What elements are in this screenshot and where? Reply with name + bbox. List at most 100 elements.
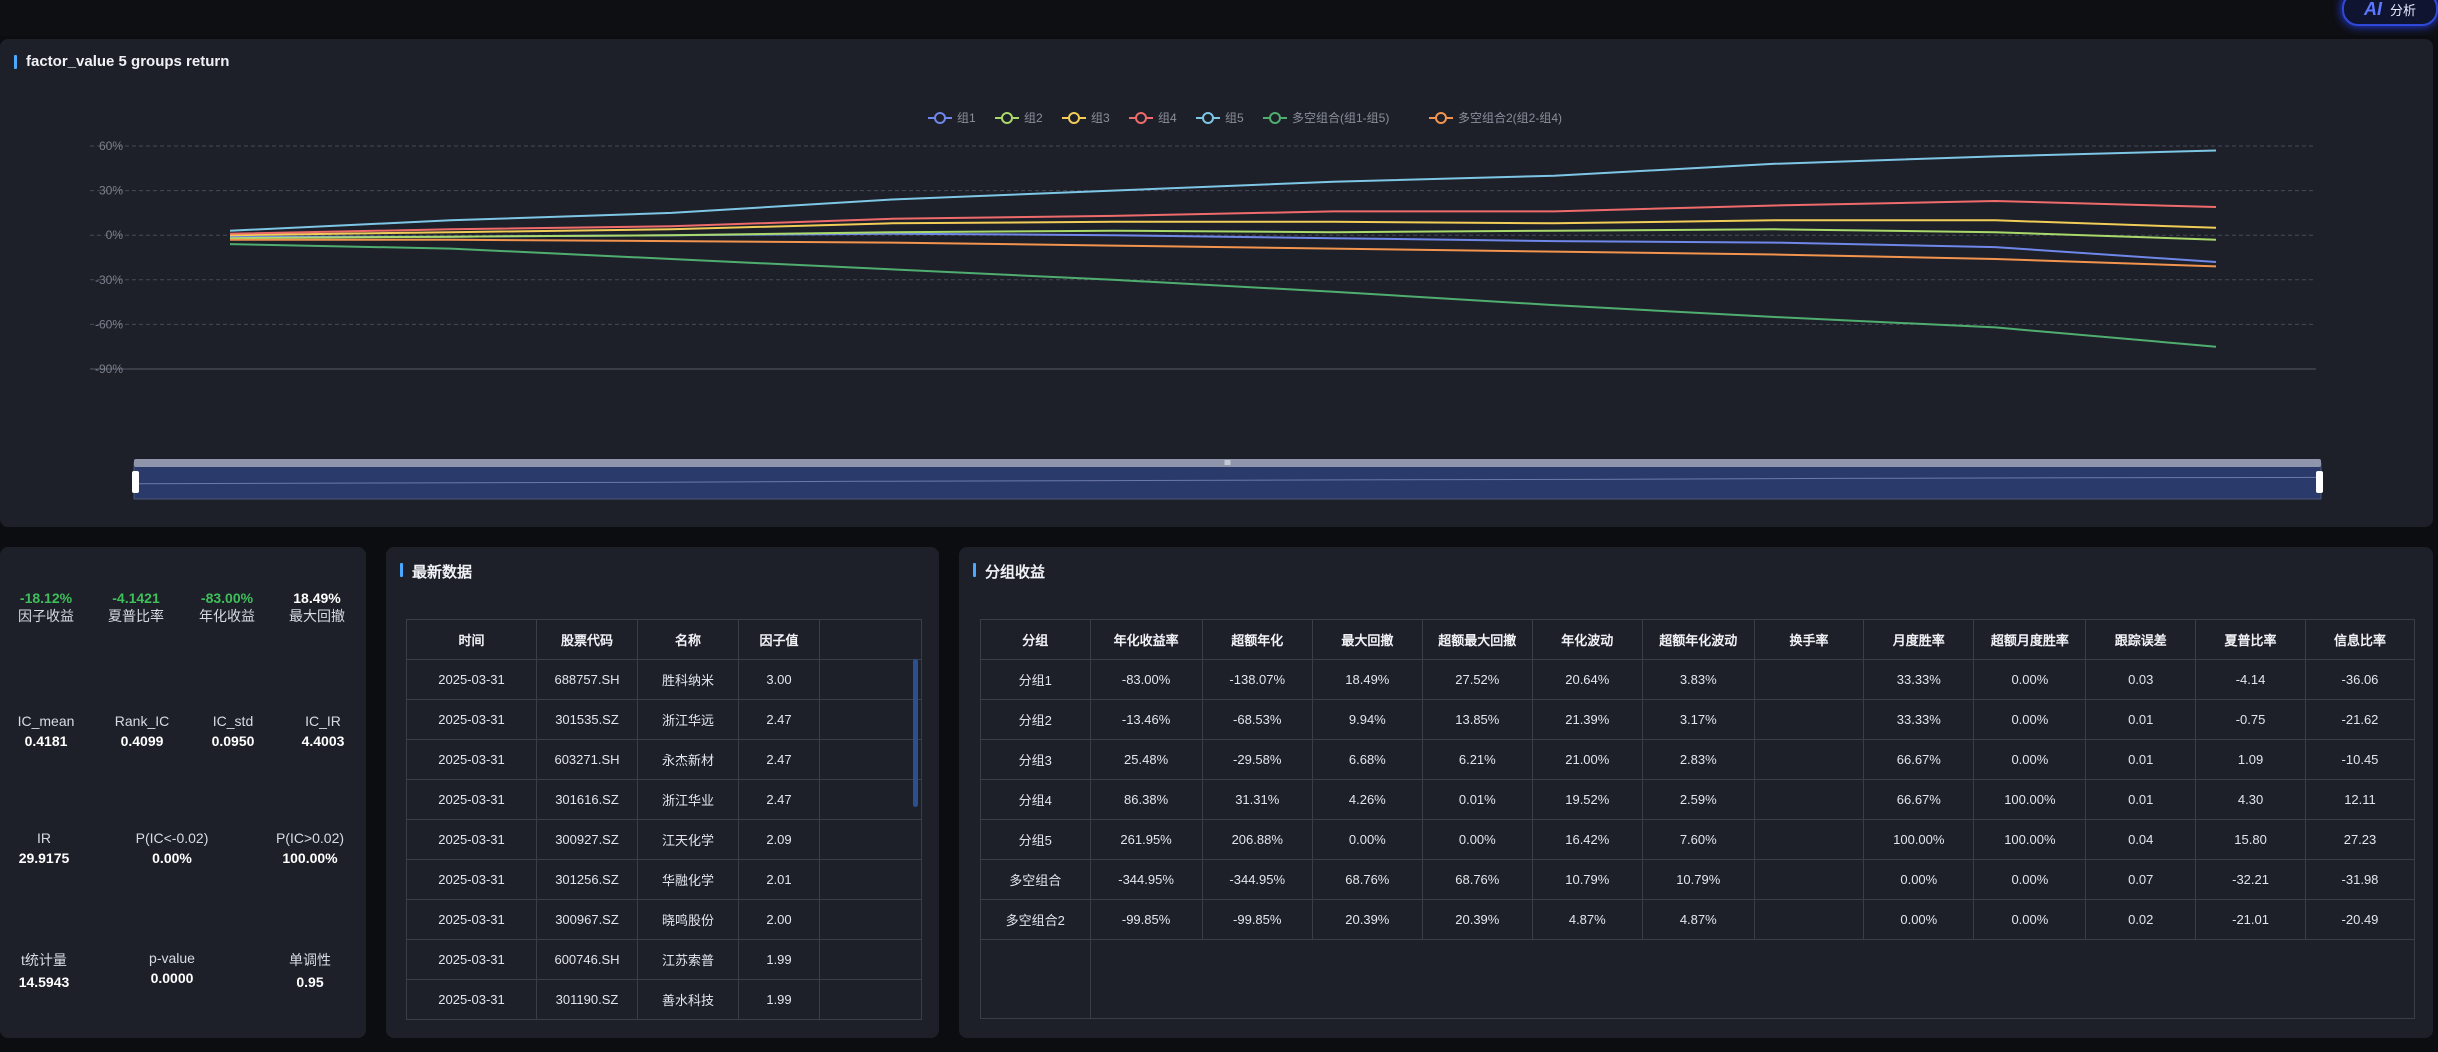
table-cell: -31.98	[2304, 859, 2416, 900]
table-cell-blank	[819, 899, 922, 940]
stat-value: 4.4003	[301, 733, 345, 749]
column-header[interactable]: 信息比率	[2304, 619, 2416, 660]
legend-item-5[interactable]: 组5	[1196, 111, 1244, 125]
legend-item-2[interactable]: 组2	[995, 111, 1043, 125]
table-cell: 0.00%	[1863, 899, 1975, 940]
table-row[interactable]: 2025-03-31 300927.SZ 江天化学 2.09	[406, 819, 922, 860]
table-row[interactable]: 分组1 -83.00% -138.07% 18.49% 27.52% 20.64% 3.83…	[980, 659, 2416, 700]
table-cell: 100.00%	[1863, 819, 1975, 860]
table-row[interactable]: 2025-03-31 301616.SZ 浙江华业 2.47	[406, 779, 922, 820]
stat-label: P(IC<-0.02)	[135, 830, 209, 846]
table-cell-blank	[819, 659, 922, 700]
stat-p-ic-0-02-: P(IC<-0.02) 0.00%	[122, 830, 222, 866]
legend-marker	[1269, 112, 1281, 124]
table-row[interactable]: 2025-03-31 301190.SZ 善水科技 1.99	[406, 979, 922, 1020]
legend-item-6[interactable]: 多空组合(组1-组5)	[1263, 110, 1389, 125]
ai-analysis-button[interactable]: AI 分析	[2342, 0, 2438, 26]
group-return-chart[interactable]: 60% 30% 0% -30% -60% -90% 组1 组2 组3 组4 组5 多空组合(组1-组5…	[0, 39, 2433, 527]
table-cell: 2025-03-31	[406, 899, 537, 940]
table-cell	[1753, 659, 1865, 700]
table-cell: 16.42%	[1531, 819, 1643, 860]
series-line-3	[229, 219, 2217, 237]
table-cell: 261.95%	[1089, 819, 1203, 860]
legend-marker	[1135, 112, 1147, 124]
table-row[interactable]: 多空组合 -344.95% -344.95% 68.76% 68.76% 10.79% 10…	[980, 859, 2416, 900]
y-tick-label: 60%	[99, 139, 123, 153]
column-header[interactable]: 因子值	[738, 619, 820, 660]
table-row[interactable]: 2025-03-31 600746.SH 江苏索普 1.99	[406, 939, 922, 980]
table-cell: 2025-03-31	[406, 979, 537, 1020]
table-cell: 31.31%	[1201, 779, 1313, 820]
y-tick-label: -90%	[95, 362, 123, 376]
column-header[interactable]: 跟踪误差	[2085, 619, 2197, 660]
table-cell: 33.33%	[1863, 659, 1975, 700]
column-header[interactable]: 时间	[406, 619, 537, 660]
column-header[interactable]: 超额最大回撤	[1421, 619, 1533, 660]
table-cell: 0.01	[2085, 739, 2197, 780]
table-cell: 68.76%	[1311, 859, 1423, 900]
zoom-handle-right[interactable]	[2316, 471, 2323, 493]
table-row[interactable]: 分组5 261.95% 206.88% 0.00% 0.00% 16.42% 7.60% 10…	[980, 819, 2416, 860]
legend-item-4[interactable]: 组4	[1129, 111, 1177, 125]
legend-item-3[interactable]: 组3	[1062, 111, 1110, 125]
zoom-handle-left[interactable]	[132, 471, 139, 493]
table-cell: 15.80	[2195, 819, 2306, 860]
table-cell	[1753, 699, 1865, 740]
table-cell: 20.64%	[1531, 659, 1643, 700]
zoom-drag-handle	[1224, 460, 1231, 465]
table-row[interactable]: 2025-03-31 301535.SZ 浙江华远 2.47	[406, 699, 922, 740]
table-row[interactable]: 多空组合2 -99.85% -99.85% 20.39% 20.39% 4.87% 4.87…	[980, 899, 2416, 940]
column-header[interactable]: 超额月度胜率	[1973, 619, 2087, 660]
column-header[interactable]: 换手率	[1753, 619, 1865, 660]
table-cell: 分组5	[980, 819, 1091, 860]
legend-item-1[interactable]: 组1	[928, 111, 976, 125]
y-tick-label: -30%	[95, 273, 123, 287]
table-cell-blank	[980, 939, 1091, 1019]
stat-夏普比率: -4.1421 夏普比率	[86, 590, 186, 626]
column-header[interactable]: 月度胜率	[1863, 619, 1975, 660]
stat-年化收益: -83.00% 年化收益	[177, 590, 277, 626]
table-cell: 江苏索普	[637, 939, 739, 980]
legend-marker	[1435, 112, 1447, 124]
table-row[interactable]: 分组2 -13.46% -68.53% 9.94% 13.85% 21.39% 3.17% 3…	[980, 699, 2416, 740]
table-cell: 0.00%	[1973, 899, 2087, 940]
table-cell: -20.49	[2304, 899, 2416, 940]
table-cell: 12.11	[2304, 779, 2416, 820]
stat-label: IC_mean	[17, 713, 75, 729]
column-header[interactable]: 超额年化波动	[1641, 619, 1755, 660]
table-row[interactable]: 2025-03-31 603271.SH 永杰新材 2.47	[406, 739, 922, 780]
column-header[interactable]: 超额年化	[1201, 619, 1313, 660]
stat-label: p-value	[149, 950, 195, 966]
table-cell: 0.01	[2085, 779, 2197, 820]
latest-table-scrollbar[interactable]	[913, 659, 918, 807]
column-header[interactable]: 名称	[637, 619, 739, 660]
table-cell: 86.38%	[1089, 779, 1203, 820]
table-row[interactable]: 2025-03-31 301256.SZ 华融化学 2.01	[406, 859, 922, 900]
table-cell: -29.58%	[1201, 739, 1313, 780]
stat-value: 0.00%	[152, 850, 192, 866]
legend-item-7[interactable]: 多空组合2(组2-组4)	[1429, 110, 1562, 125]
table-cell: 100.00%	[1973, 779, 2087, 820]
stat-t统计量: t统计量 14.5943	[0, 950, 94, 990]
table-cell: 20.39%	[1311, 899, 1423, 940]
table-cell: 2025-03-31	[406, 659, 537, 700]
column-header[interactable]: 夏普比率	[2195, 619, 2306, 660]
table-cell: 4.87%	[1641, 899, 1755, 940]
table-row[interactable]: 2025-03-31 688757.SH 胜科纳米 3.00	[406, 659, 922, 700]
table-cell: 10.79%	[1641, 859, 1755, 900]
column-header[interactable]: 分组	[980, 619, 1091, 660]
table-cell: 0.00%	[1973, 859, 2087, 900]
table-cell: -99.85%	[1089, 899, 1203, 940]
column-header[interactable]: 股票代码	[536, 619, 638, 660]
table-cell: -4.14	[2195, 659, 2306, 700]
table-row[interactable]: 2025-03-31 300967.SZ 晓鸣股份 2.00	[406, 899, 922, 940]
table-cell: 分组4	[980, 779, 1091, 820]
factor-stats-panel: -18.12% 因子收益 -4.1421 夏普比率 -83.00% 年化收益 18.49% 最…	[0, 547, 366, 1038]
stat-label: 最大回撤	[289, 608, 345, 624]
table-row[interactable]: 分组4 86.38% 31.31% 4.26% 0.01% 19.52% 2.59% 66.6…	[980, 779, 2416, 820]
table-cell	[1753, 859, 1865, 900]
column-header[interactable]: 最大回撤	[1311, 619, 1423, 660]
column-header[interactable]: 年化收益率	[1089, 619, 1203, 660]
column-header[interactable]: 年化波动	[1531, 619, 1643, 660]
table-row[interactable]: 分组3 25.48% -29.58% 6.68% 6.21% 21.00% 2.83% 66.…	[980, 739, 2416, 780]
